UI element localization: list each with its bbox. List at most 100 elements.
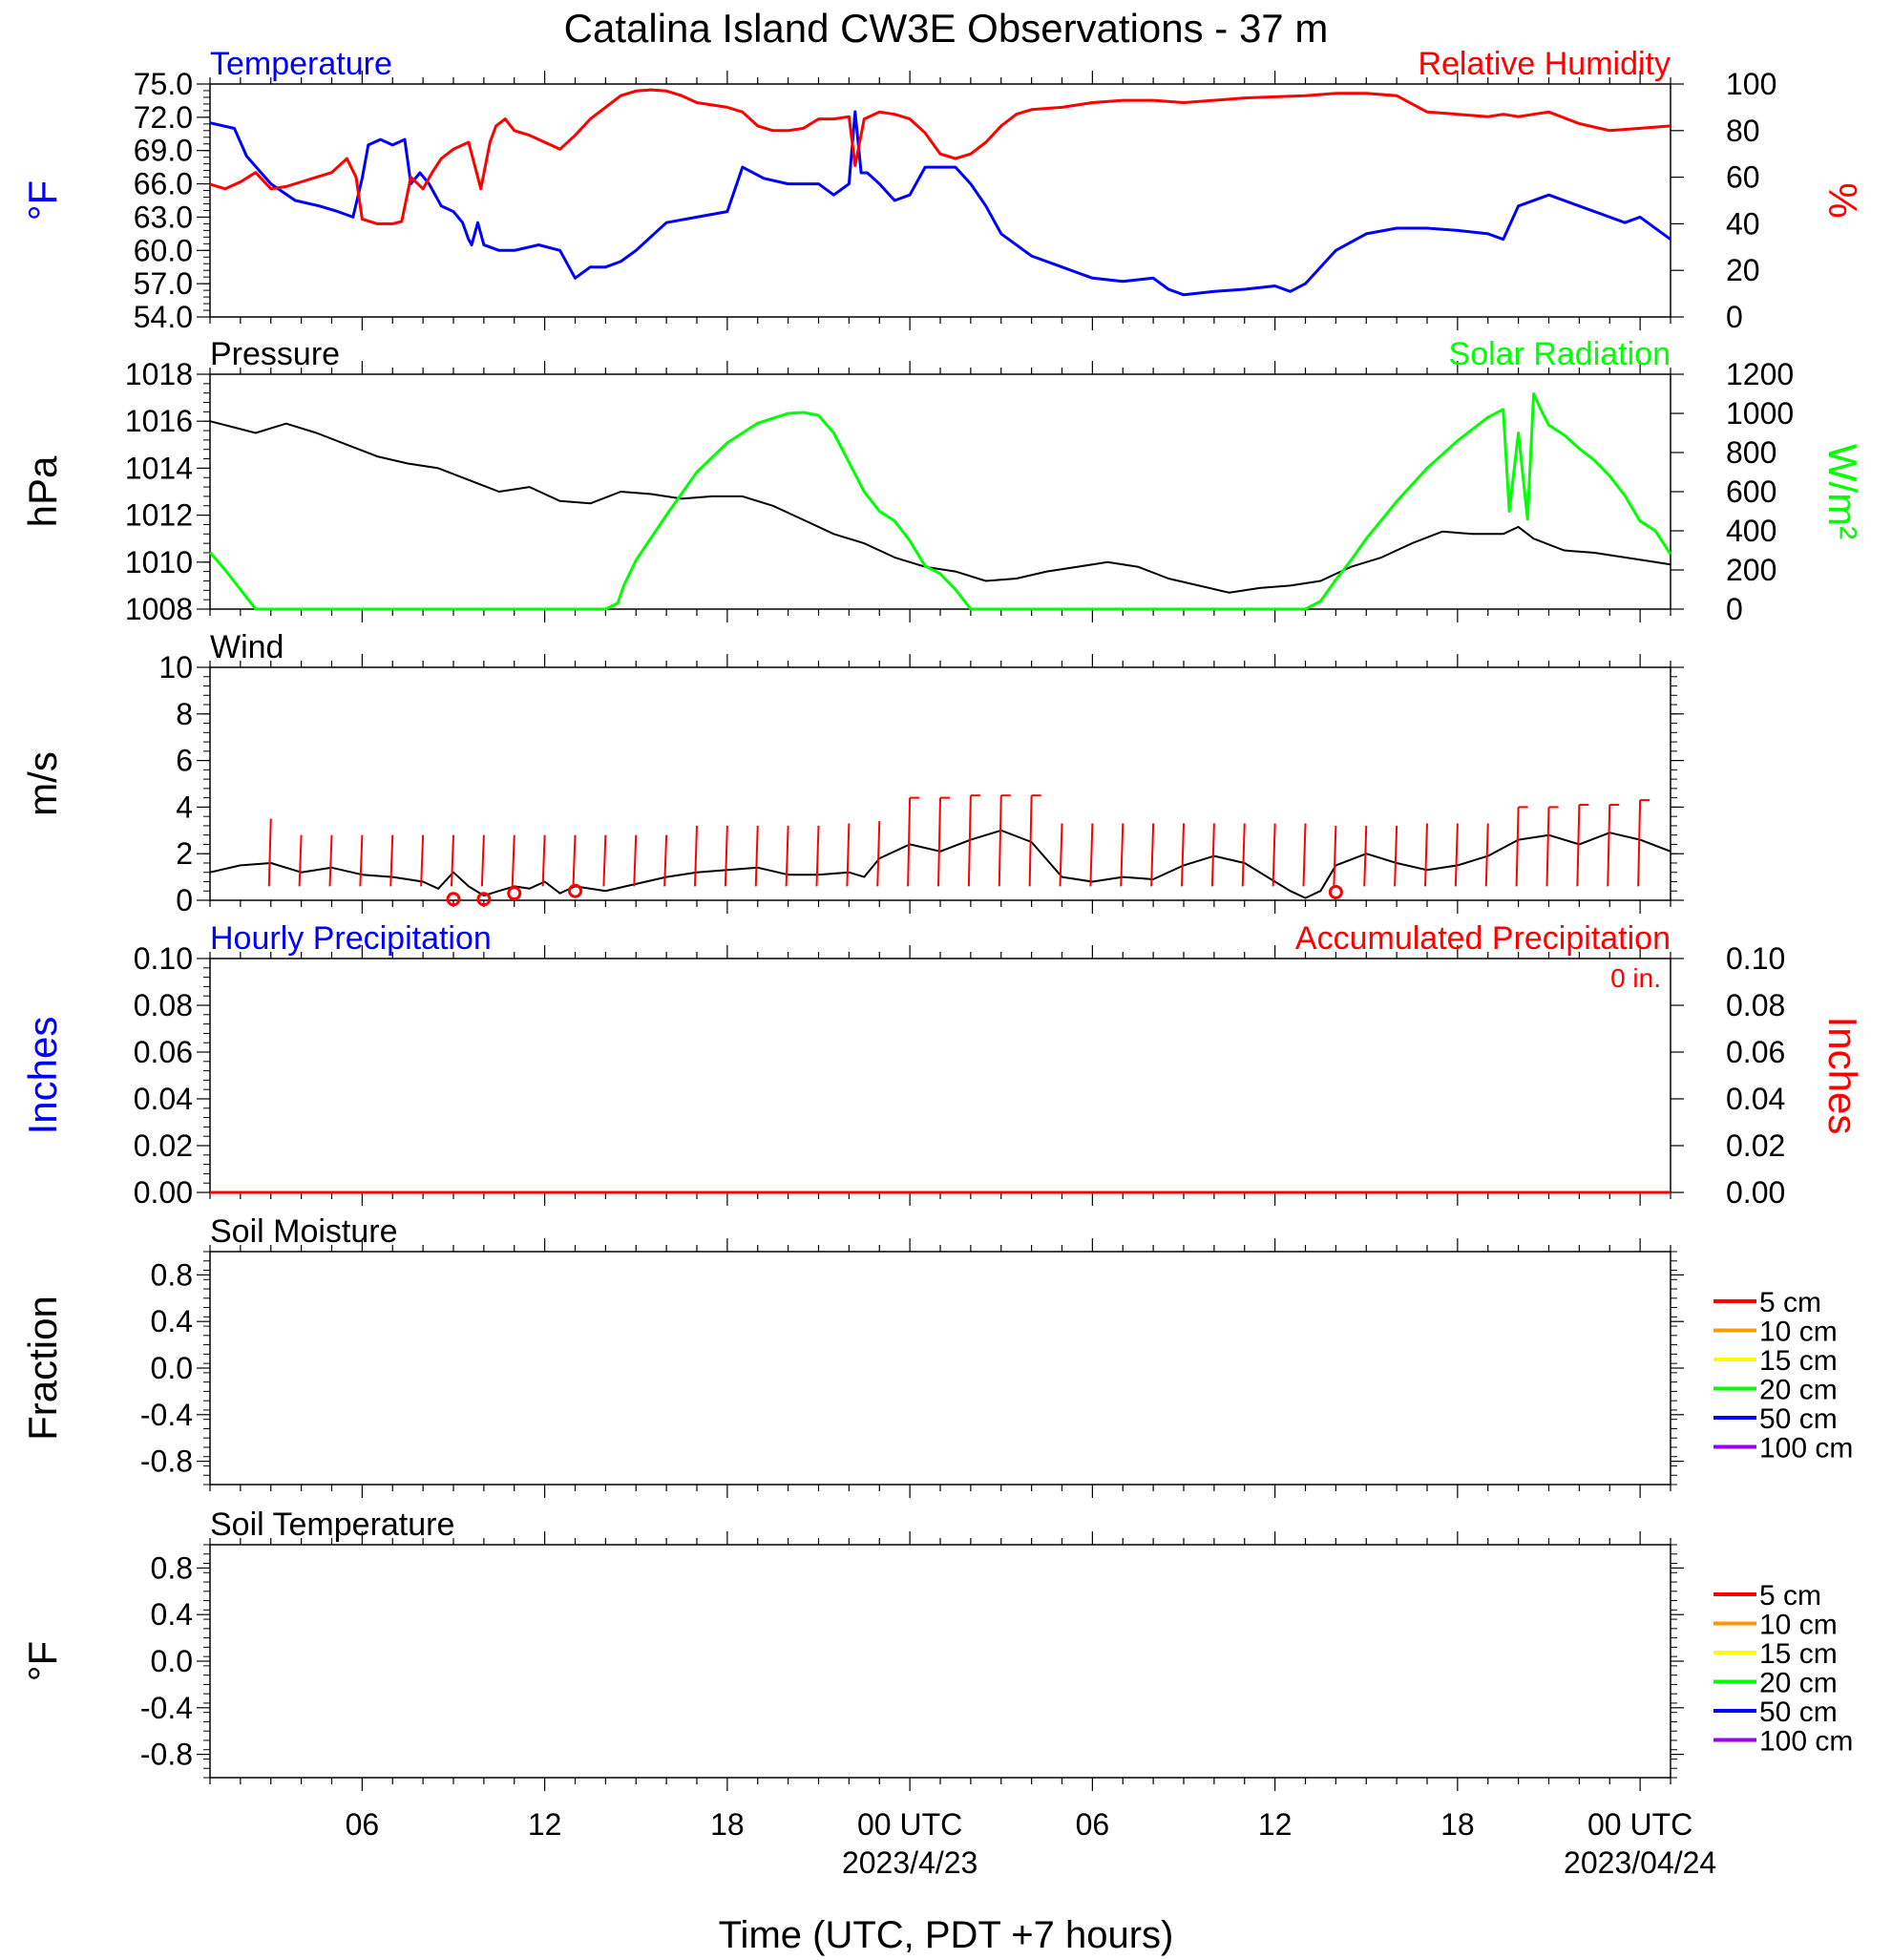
y-tick-label-left: 0.08 <box>134 988 193 1022</box>
wind-barb <box>480 834 485 887</box>
y-tick-label-left: 0.0 <box>151 1644 193 1678</box>
y-tick-label-left: 6 <box>176 744 193 778</box>
wind-barb <box>451 834 454 887</box>
wind-barb <box>998 795 1002 887</box>
wind-barb <box>1637 800 1642 887</box>
wind-barb <box>359 834 364 887</box>
y-tick-label-right: 20 <box>1726 253 1760 287</box>
legend-label: 20 cm <box>1759 1375 1838 1406</box>
wind-barb <box>1515 807 1520 887</box>
y-tick-label-left: 69.0 <box>134 134 193 168</box>
wind-barb <box>1302 823 1307 887</box>
wind-barb <box>1241 823 1246 887</box>
panel-annotation: 0 in. <box>1610 963 1661 993</box>
series-line-temperature <box>209 110 1671 297</box>
y-tick-label-left: 0.4 <box>151 1304 193 1338</box>
legend-label: 20 cm <box>1759 1668 1838 1699</box>
y-tick-label-right: 60 <box>1726 160 1760 195</box>
y-tick-label-right: 0.04 <box>1726 1082 1785 1116</box>
wind-barb <box>1120 823 1125 887</box>
y-tick-label-left: -0.8 <box>140 1444 193 1479</box>
wind-barb <box>298 834 303 887</box>
wind-barb <box>846 823 851 887</box>
y-tick-label-left: 1014 <box>125 451 193 485</box>
plot-frame <box>209 83 1671 318</box>
y-tick-label-right: 0.06 <box>1726 1035 1785 1069</box>
y-tick-label-left: 1010 <box>125 545 193 580</box>
y-tick-label-left: 0.06 <box>134 1035 193 1069</box>
plot-frame <box>209 1251 1671 1486</box>
wind-barb <box>511 834 515 887</box>
wind-barb <box>1545 807 1550 887</box>
plot-frame <box>209 958 1671 1193</box>
wind-barb <box>1272 823 1276 887</box>
panel-title-right: Accumulated Precipitation <box>1295 920 1671 957</box>
panel-title-left: Temperature <box>210 46 392 82</box>
legend-label: 15 cm <box>1759 1345 1838 1377</box>
wind-barb <box>420 834 425 887</box>
legend-label: 50 cm <box>1759 1697 1838 1728</box>
x-tick-sublabel: 2023/4/23 <box>842 1845 978 1880</box>
y-tick-label-right: 100 <box>1726 67 1776 101</box>
x-axis-label: Time (UTC, PDT +7 hours) <box>719 1914 1174 1956</box>
wind-barb <box>1424 823 1428 887</box>
y-tick-label-left: 66.0 <box>134 167 193 201</box>
y-axis-label-left: Inches <box>20 1017 65 1135</box>
wind-barb <box>267 818 272 887</box>
y-tick-label-left: 1012 <box>125 498 193 533</box>
y-tick-label-left: 2 <box>176 836 193 871</box>
wind-barb <box>389 834 394 887</box>
wind-barb <box>1394 825 1398 887</box>
y-tick-label-left: 75.0 <box>134 67 193 101</box>
y-tick-label-left: 60.0 <box>134 233 193 267</box>
y-tick-label-left: 1008 <box>125 592 193 626</box>
panel-precip: 0.00 0.02 0.04 0.06 0.08 0.10 0.00 0.02 0.04 0.06… <box>20 920 1865 1210</box>
y-axis-label-left: hPa <box>20 455 65 527</box>
calm-wind-marker <box>446 892 461 907</box>
calm-wind-marker <box>476 892 492 907</box>
panel-title-right: Relative Humidity <box>1418 46 1671 82</box>
wind-barb <box>541 834 546 887</box>
panel-temp_rh: 54.057.060.063.066.069.072.075.0 0 20 40 60 8… <box>20 46 1865 334</box>
y-tick-label-left: 0.8 <box>151 1550 193 1585</box>
y-tick-label-left: 0.00 <box>134 1175 193 1210</box>
panel-title-left: Soil Moisture <box>210 1213 398 1250</box>
y-tick-label-left: -0.4 <box>140 1398 193 1432</box>
y-tick-label-right: 0.02 <box>1726 1128 1785 1163</box>
panel-pressure_solar: 1008 1010 1012 1014 1016 1018 0 200 400 600 800 100… <box>20 336 1865 626</box>
wind-barb <box>937 797 941 887</box>
y-tick-label-left: 0.10 <box>134 941 193 976</box>
wind-barb <box>602 834 607 887</box>
plot-frame <box>209 1544 1671 1779</box>
legend-label: 5 cm <box>1759 1580 1821 1612</box>
y-tick-label-right: 800 <box>1726 435 1776 470</box>
wind-barb <box>1181 823 1185 887</box>
y-tick-label-right: 1200 <box>1726 357 1794 391</box>
y-tick-label-right: 40 <box>1726 206 1760 241</box>
legend-label: 50 cm <box>1759 1403 1838 1435</box>
panel-title-right: Solar Radiation <box>1449 336 1671 372</box>
y-tick-label-left: 0 <box>176 883 193 917</box>
legend-label: 100 cm <box>1759 1726 1853 1758</box>
panel-soil_moisture: -0.8 -0.4 0.0 0.4 0.8 Soil Moisture Fraction 5 … <box>20 1213 1853 1498</box>
wind-barb <box>1484 823 1489 887</box>
y-tick-label-left: 0.8 <box>151 1257 193 1292</box>
wind-barb <box>572 834 577 887</box>
y-tick-label-right: 0.10 <box>1726 941 1785 976</box>
series-line-pressure <box>209 420 1671 594</box>
series-line-solar-radiation <box>208 392 1672 611</box>
y-tick-label-right: 1000 <box>1726 396 1794 431</box>
wind-barb <box>967 795 972 887</box>
y-tick-label-left: 8 <box>176 697 193 731</box>
panels: 54.057.060.063.066.069.072.075.002040608… <box>20 46 1865 1791</box>
wind-barb <box>1333 825 1337 887</box>
wind-barb <box>754 825 759 887</box>
wind-barb <box>785 825 789 887</box>
y-tick-label-right: 0.00 <box>1726 1175 1785 1210</box>
y-axis-label-left: °F <box>20 1641 65 1681</box>
panel-title-left: Soil Temperature <box>210 1507 454 1543</box>
panel-title-left: Pressure <box>210 336 340 372</box>
